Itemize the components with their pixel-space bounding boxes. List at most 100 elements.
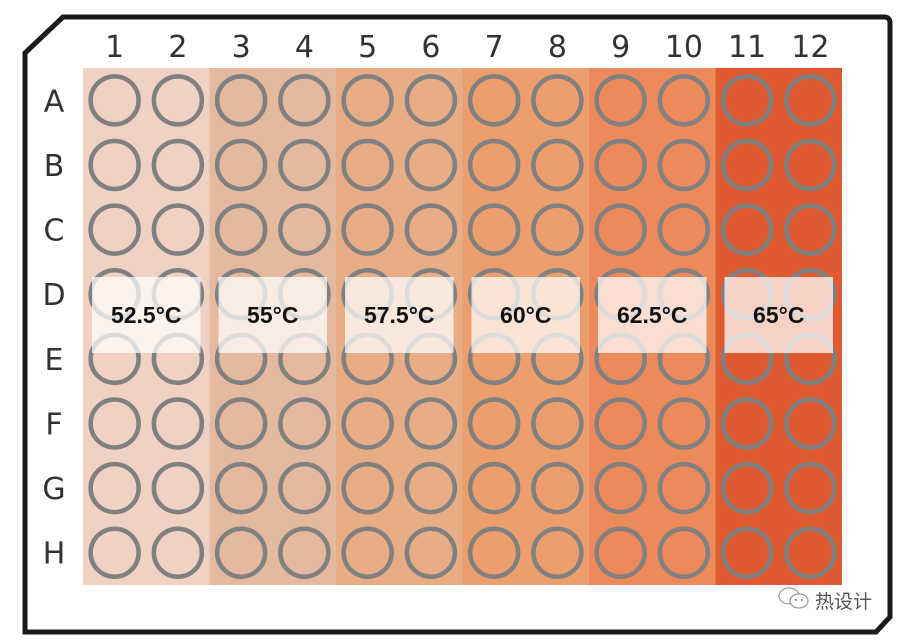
well-B12	[784, 138, 837, 192]
temperature-label-box	[345, 277, 454, 353]
temperature-label-box	[92, 277, 201, 353]
well-B11	[720, 138, 774, 192]
row-header-F: F	[45, 407, 62, 442]
temperature-label: 60°C	[500, 302, 551, 328]
well-A10	[657, 74, 711, 127]
column-header-6: 6	[421, 30, 440, 65]
column-header-11: 11	[728, 30, 766, 65]
column-header-1: 1	[105, 30, 124, 65]
column-header-2: 2	[168, 30, 187, 65]
well-B2	[151, 138, 205, 192]
well-F7	[467, 397, 521, 450]
well-A4	[278, 74, 331, 127]
column-header-5: 5	[358, 30, 377, 65]
well-A12	[784, 74, 837, 127]
well-G1	[88, 461, 141, 515]
well-A11	[720, 74, 774, 127]
well-F2	[151, 397, 205, 450]
temperature-label-box	[724, 277, 833, 353]
well-A8	[531, 74, 584, 127]
well-C3	[214, 203, 268, 256]
temperature-label-box	[218, 277, 327, 353]
well-G12	[784, 461, 837, 515]
temperature-label: 65°C	[753, 302, 804, 328]
well-G11	[720, 461, 774, 515]
wechat-icon	[777, 585, 811, 616]
well-B10	[657, 138, 711, 192]
well-A7	[467, 74, 521, 127]
well-H7	[467, 526, 521, 579]
well-A3	[214, 74, 268, 127]
column-header-10: 10	[665, 30, 703, 65]
well-H10	[657, 526, 711, 579]
well-G6	[404, 461, 458, 515]
well-F8	[531, 397, 584, 450]
column-header-7: 7	[485, 30, 504, 65]
well-H5	[341, 526, 394, 579]
temperature-label-box	[471, 277, 580, 353]
well-C9	[594, 203, 647, 256]
well-H11	[720, 526, 774, 579]
well-G2	[151, 461, 205, 515]
well-F10	[657, 397, 711, 450]
well-A2	[151, 74, 205, 127]
well-G4	[278, 461, 331, 515]
well-A1	[88, 74, 141, 127]
well-B6	[404, 138, 458, 192]
well-C12	[784, 203, 837, 256]
row-header-G: G	[42, 472, 65, 507]
well-C6	[404, 203, 458, 256]
well-B5	[341, 138, 394, 192]
temperature-label-box	[598, 277, 707, 353]
well-B9	[594, 138, 647, 192]
row-header-H: H	[43, 537, 66, 572]
well-G7	[467, 461, 521, 515]
watermark: 热设计	[777, 585, 872, 616]
well-H8	[531, 526, 584, 579]
well-B7	[467, 138, 521, 192]
column-header-8: 8	[548, 30, 567, 65]
well-H12	[784, 526, 837, 579]
well-B3	[214, 138, 268, 192]
well-G9	[594, 461, 647, 515]
well-A6	[404, 74, 458, 127]
well-F11	[720, 397, 774, 450]
well-C5	[341, 203, 394, 256]
temperature-label: 57.5°C	[364, 302, 435, 328]
well-C8	[531, 203, 584, 256]
well-F3	[214, 397, 268, 450]
well-C11	[720, 203, 774, 256]
well-H2	[151, 526, 205, 579]
row-header-A: A	[44, 84, 65, 119]
well-H6	[404, 526, 458, 579]
column-header-4: 4	[295, 30, 314, 65]
temperature-label: 55°C	[247, 302, 298, 328]
well-H9	[594, 526, 647, 579]
well-H1	[88, 526, 141, 579]
well-B1	[88, 138, 141, 192]
well-F1	[88, 397, 141, 450]
well-A9	[594, 74, 647, 127]
well-F12	[784, 397, 837, 450]
plate-outline	[22, 14, 893, 635]
well-C10	[657, 203, 711, 256]
column-header-12: 12	[791, 30, 829, 65]
well-G5	[341, 461, 394, 515]
well-C2	[151, 203, 205, 256]
row-header-B: B	[44, 149, 65, 184]
well-F5	[341, 397, 394, 450]
well-F4	[278, 397, 331, 450]
row-header-C: C	[44, 214, 65, 249]
well-C7	[467, 203, 521, 256]
well-F6	[404, 397, 458, 450]
row-header-E: E	[45, 343, 64, 378]
well-C4	[278, 203, 331, 256]
well-B8	[531, 138, 584, 192]
well-A5	[341, 74, 394, 127]
well-F9	[594, 397, 647, 450]
well-B4	[278, 138, 331, 192]
row-header-D: D	[42, 278, 65, 313]
well-C1	[88, 203, 141, 256]
temperature-label: 62.5°C	[617, 302, 688, 328]
